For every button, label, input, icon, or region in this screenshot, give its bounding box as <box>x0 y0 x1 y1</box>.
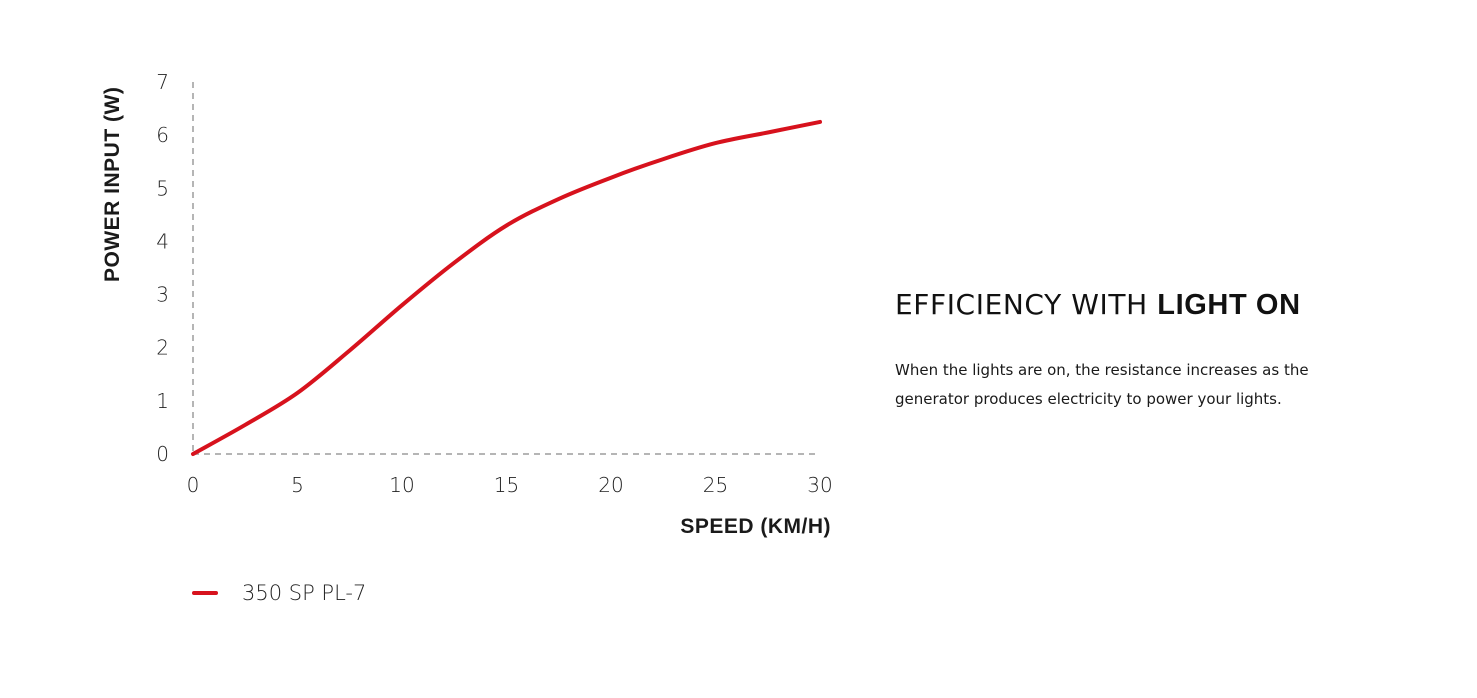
power-speed-chart: 0 1 2 3 4 5 6 7 0 5 10 15 20 25 30 POWER INPUT (W) SP… <box>101 70 833 538</box>
y-tick-label: 5 <box>156 176 169 200</box>
y-axis-title: POWER INPUT (W) <box>101 87 124 282</box>
y-tick-labels: 0 1 2 3 4 5 6 7 <box>156 70 169 466</box>
x-tick-label: 0 <box>187 473 200 497</box>
y-tick-label: 4 <box>156 229 169 253</box>
x-tick-labels: 0 5 10 15 20 25 30 <box>187 473 833 497</box>
legend-swatch <box>192 591 218 595</box>
series-line <box>191 119 822 456</box>
info-title-bold: LIGHT ON <box>1157 289 1301 321</box>
x-tick-label: 30 <box>807 473 832 497</box>
x-axis-title: SPEED (KM/H) <box>680 515 831 538</box>
chart-legend: 350 SP PL-7 <box>192 578 366 608</box>
x-tick-label: 5 <box>291 473 304 497</box>
y-tick-label: 7 <box>156 70 169 94</box>
info-title-light: EFFICIENCY WITH <box>895 288 1158 321</box>
info-title: EFFICIENCY WITH LIGHT ON <box>895 288 1415 322</box>
info-panel: EFFICIENCY WITH LIGHT ON When the lights… <box>895 288 1415 414</box>
y-tick-label: 0 <box>156 442 169 466</box>
y-tick-label: 3 <box>156 283 169 307</box>
x-tick-label: 10 <box>389 473 414 497</box>
x-tick-label: 20 <box>598 473 623 497</box>
legend-label: 350 SP PL-7 <box>242 581 367 605</box>
info-body: When the lights are on, the resistance i… <box>895 361 1309 408</box>
x-tick-label: 15 <box>494 473 519 497</box>
x-tick-label: 25 <box>703 473 728 497</box>
y-tick-label: 6 <box>156 123 169 147</box>
series-layer <box>191 119 822 456</box>
y-tick-label: 2 <box>156 336 169 360</box>
y-tick-label: 1 <box>156 389 169 413</box>
